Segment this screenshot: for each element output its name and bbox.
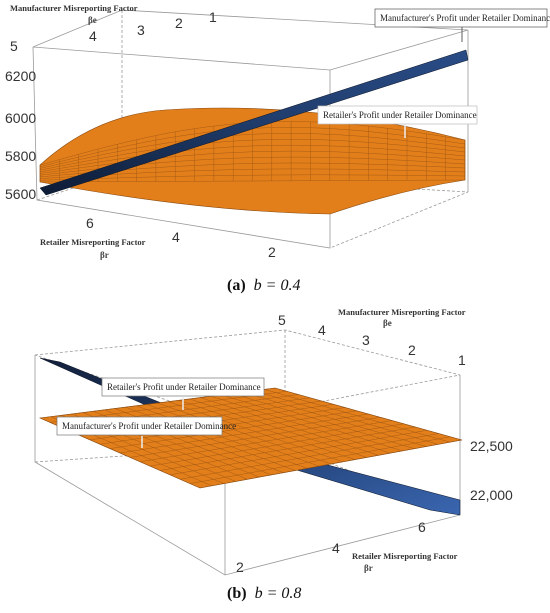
be-tick: 3 (137, 22, 145, 38)
be-axis-b: Manufacturer Misreporting Factor βe 5 4 … (278, 307, 466, 368)
br-axis-label: Retailer Misreporting Factor (352, 551, 458, 561)
z-tick: 5600 (5, 186, 36, 202)
mesh-line (139, 420, 392, 463)
mesh-line (149, 423, 404, 467)
surface-manufacturer-profit-b (39, 357, 461, 516)
br-tick: 2 (268, 244, 276, 260)
br-axis-symbol: βr (100, 250, 109, 260)
br-axis-a: 6 4 2 Retailer Misreporting Factor βr (40, 215, 276, 260)
callout-label: Manufacturer's Profit under Retailer Dom… (380, 13, 550, 23)
be-tick: 2 (408, 342, 416, 358)
mesh-line (119, 413, 369, 454)
mesh-line (169, 430, 427, 476)
surface-retailer-profit-b (38, 387, 463, 489)
be-axis-a: Manufacturer Misreporting Factor βe 5 4 … (10, 3, 217, 54)
be-axis-label: Manufacturer Misreporting Factor (10, 3, 138, 13)
br-axis-b: 2 4 6 Retailer Misreporting Factor βr (236, 519, 458, 575)
br-tick: 6 (86, 215, 94, 231)
callout-label: Retailer's Profit under Retailer Dominan… (323, 110, 477, 120)
z-tick: 6200 (5, 68, 36, 84)
z-tick: 22,500 (470, 438, 513, 454)
mesh-line (39, 133, 466, 169)
z-tick: 5800 (5, 148, 36, 164)
mesh-line (99, 407, 346, 445)
surface-retailer-profit-a (39, 107, 466, 215)
mesh-line (199, 439, 463, 489)
mesh-line (39, 139, 466, 171)
be-tick: 3 (362, 332, 370, 348)
be-tick: 4 (89, 28, 97, 44)
callout-label: Manufacturer's Profit under Retailer Dom… (62, 421, 236, 431)
panel-a: 6200 6000 5800 5600 Manufacturer Misrepo… (5, 3, 550, 294)
callout-manufacturer-b: Manufacturer's Profit under Retailer Dom… (56, 416, 236, 448)
br-tick: 4 (332, 540, 340, 556)
br-axis-label: Retailer Misreporting Factor (40, 237, 146, 247)
surface-manufacturer-profit-a (39, 49, 469, 196)
caption-a: (a) b = 0.4 (227, 277, 300, 294)
mesh-line (39, 168, 466, 179)
br-axis-symbol: βr (364, 563, 373, 573)
callout-retailer-b: Retailer's Profit under Retailer Dominan… (101, 377, 265, 410)
callout-manufacturer-a: Manufacturer's Profit under Retailer Dom… (374, 8, 550, 42)
mesh-line (39, 144, 466, 173)
mesh-line (129, 417, 381, 458)
z-tick: 22,000 (470, 487, 513, 503)
mesh-line (189, 436, 451, 484)
mesh-line (39, 150, 466, 174)
be-axis-symbol: βe (383, 318, 392, 328)
mesh-line (39, 179, 466, 183)
z-tick: 6000 (5, 110, 36, 126)
panel-b: Manufacturer Misreporting Factor βe 5 4 … (34, 307, 513, 602)
be-tick: 2 (175, 15, 183, 31)
br-tick: 4 (172, 229, 180, 245)
caption-b: (b) b = 0.8 (227, 585, 301, 602)
be-tick: 1 (209, 9, 217, 25)
be-tick: 5 (10, 38, 18, 54)
callout-label: Retailer's Profit under Retailer Dominan… (107, 382, 261, 392)
be-tick: 5 (278, 312, 286, 328)
z-axis-a: 6200 6000 5800 5600 (5, 68, 36, 202)
br-tick: 2 (236, 559, 244, 575)
callout-retailer-a: Retailer's Profit under Retailer Dominan… (317, 105, 478, 138)
be-tick: 1 (458, 352, 466, 368)
mesh-line (109, 410, 357, 449)
br-tick: 6 (418, 519, 426, 535)
mesh-line (159, 426, 416, 471)
be-axis-symbol: βe (88, 15, 97, 25)
z-axis-b: 22,500 22,000 (470, 438, 513, 503)
mesh-line (179, 433, 439, 480)
be-tick: 4 (318, 322, 326, 338)
be-axis-label: Manufacturer Misreporting Factor (338, 307, 466, 317)
mesh-line (39, 174, 466, 181)
